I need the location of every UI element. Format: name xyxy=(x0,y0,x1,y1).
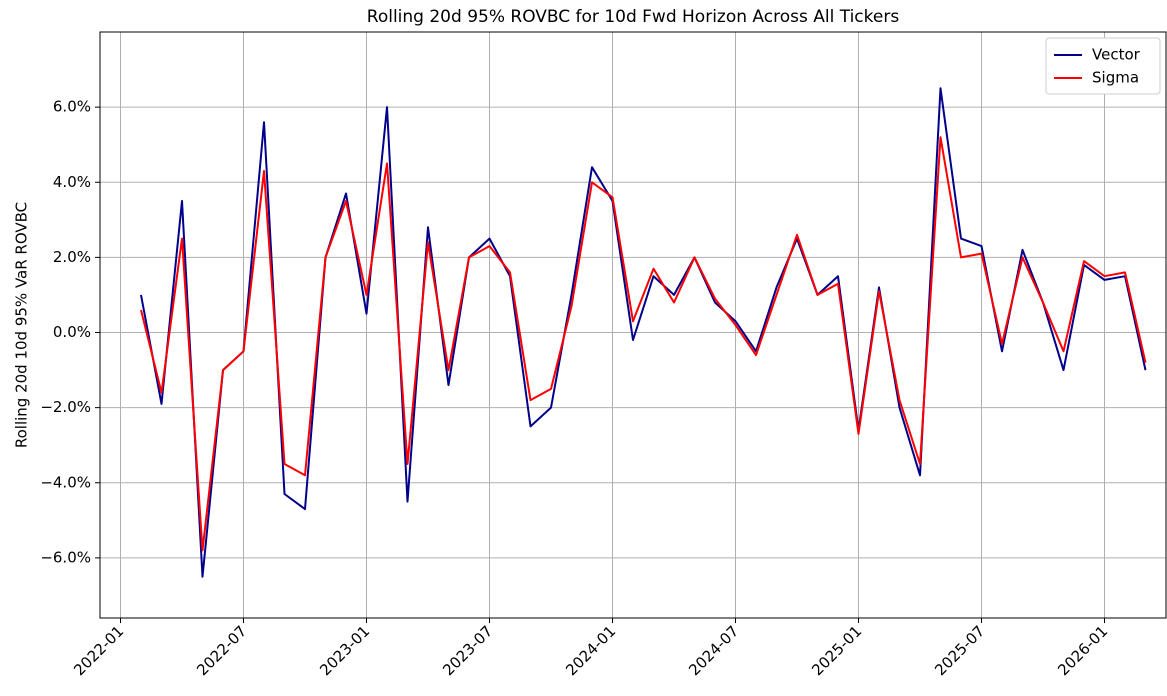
chart-title: Rolling 20d 95% ROVBC for 10d Fwd Horizo… xyxy=(367,7,900,27)
x-tick-label: 2023-07 xyxy=(439,622,496,679)
y-tick-label: 0.0% xyxy=(53,323,91,341)
x-tick-label: 2024-07 xyxy=(685,622,742,679)
x-tick-label: 2023-01 xyxy=(316,622,373,679)
y-tick-label: 6.0% xyxy=(53,98,91,116)
legend-label: Sigma xyxy=(1092,69,1139,87)
x-tick-label: 2026-01 xyxy=(1054,622,1111,679)
y-tick-label: −2.0% xyxy=(40,398,91,416)
series-line xyxy=(140,136,1147,552)
legend-label: Vector xyxy=(1092,46,1141,64)
series-line xyxy=(140,87,1147,578)
y-tick-label: 4.0% xyxy=(53,173,91,191)
legend: Vector Sigma xyxy=(1045,37,1161,95)
y-axis-label: Rolling 20d 10d 95% VaR ROVBC xyxy=(13,202,31,448)
x-tick-label: 2022-07 xyxy=(193,622,250,679)
x-tick-label: 2025-01 xyxy=(808,622,865,679)
y-tick-label: −6.0% xyxy=(40,548,91,566)
legend-box xyxy=(1045,37,1161,95)
y-tick-label: 2.0% xyxy=(53,248,91,266)
plot-frame xyxy=(99,31,1167,619)
x-tick-label: 2024-01 xyxy=(562,622,619,679)
x-tick-label: 2022-01 xyxy=(70,622,127,679)
x-tick-label: 2025-07 xyxy=(931,622,988,679)
y-tick-label: −4.0% xyxy=(40,473,91,491)
